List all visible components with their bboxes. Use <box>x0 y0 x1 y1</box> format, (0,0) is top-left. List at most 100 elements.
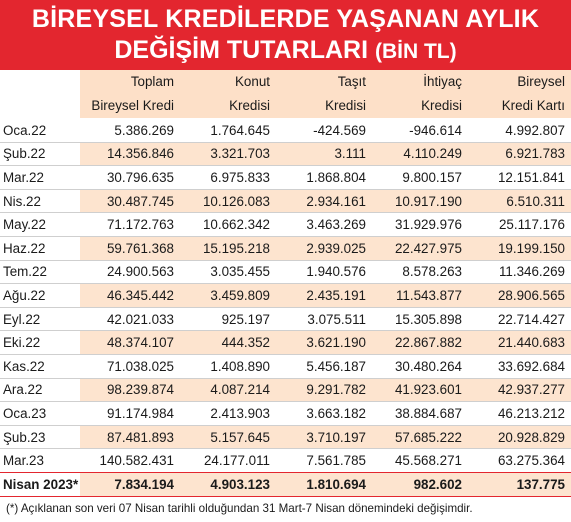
row-label: Oca.22 <box>0 118 80 143</box>
table-cell: 21.440.683 <box>468 330 571 355</box>
row-label: Nis.22 <box>0 188 80 213</box>
table-cell: 46.213.212 <box>468 401 571 426</box>
table-cell: 982.602 <box>372 471 468 497</box>
title-main: DEĞİŞİM TUTARLARI <box>114 36 369 64</box>
table-row: Eyl.22 42.021.033 925.197 3.075.511 15.305.8… <box>0 306 571 331</box>
table-cell: 31.929.976 <box>372 212 468 237</box>
table-cell: -424.569 <box>276 118 372 143</box>
table-cell: 91.174.984 <box>80 401 180 426</box>
table-cell: 57.685.222 <box>372 424 468 449</box>
table-cell: 5.157.645 <box>180 424 276 449</box>
row-label: Haz.22 <box>0 235 80 261</box>
table-row: May.22 71.172.763 10.662.342 3.463.269 31.92… <box>0 212 571 237</box>
header-card-2: Kredi Kartı <box>468 94 571 119</box>
table-cell: 3.075.511 <box>276 306 372 331</box>
header-vehicle-1: Taşıt <box>276 70 372 94</box>
table-cell: 42.021.033 <box>80 306 180 331</box>
table-cell: 4.087.214 <box>180 377 276 402</box>
table-cell: 4.110.249 <box>372 141 468 166</box>
table-row: Nis.22 30.487.745 10.126.083 2.934.161 10.91… <box>0 188 571 213</box>
table-row: Ara.22 98.239.874 4.087.214 9.291.782 41.923… <box>0 377 571 402</box>
table-cell: 87.481.893 <box>80 424 180 449</box>
table-cell: 10.126.083 <box>180 188 276 213</box>
table-cell: 98.239.874 <box>80 377 180 402</box>
table-cell: 46.345.442 <box>80 283 180 308</box>
header-blank <box>0 70 80 94</box>
table-cell: 22.427.975 <box>372 235 468 261</box>
title-line-2: DEĞİŞİM TUTARLARI (BİN TL) <box>0 35 571 67</box>
table-cell: 42.937.277 <box>468 377 571 402</box>
row-label: Mar.23 <box>0 448 80 473</box>
table-cell: 20.928.829 <box>468 424 571 449</box>
table-cell: 2.934.161 <box>276 188 372 213</box>
table-cell: 41.923.601 <box>372 377 468 402</box>
table-cell: 7.834.194 <box>80 471 180 497</box>
header-total-1: Toplam <box>80 70 180 94</box>
table-cell: 444.352 <box>180 330 276 355</box>
row-label: Mar.22 <box>0 165 80 190</box>
table-row: Mar.22 30.796.635 6.975.833 1.868.804 9.800.… <box>0 165 571 190</box>
header-housing-2: Kredisi <box>180 94 276 119</box>
table-cell: 925.197 <box>180 306 276 331</box>
table-cell: 30.480.264 <box>372 353 468 379</box>
row-label: Şub.23 <box>0 424 80 449</box>
table-cell: 4.903.123 <box>180 471 276 497</box>
header-total-2: Bireysel Kredi <box>80 94 180 119</box>
table-cell: 3.321.703 <box>180 141 276 166</box>
table-cell: 4.992.807 <box>468 118 571 143</box>
table-cell: 3.111 <box>276 141 372 166</box>
table-cell: 11.346.269 <box>468 259 571 284</box>
table-row: Oca.22 5.386.269 1.764.645 -424.569 -946.614… <box>0 118 571 143</box>
table-cell: 24.900.563 <box>80 259 180 284</box>
table-row: Nisan 2023* 7.834.194 4.903.123 1.810.694 98… <box>0 471 571 497</box>
table-cell: 14.356.846 <box>80 141 180 166</box>
table-cell: 10.662.342 <box>180 212 276 237</box>
table-row: Şub.22 14.356.846 3.321.703 3.111 4.110.249 6… <box>0 141 571 166</box>
table-cell: 7.561.785 <box>276 448 372 473</box>
table-cell: 6.510.311 <box>468 188 571 213</box>
table-cell: 1.408.890 <box>180 353 276 379</box>
table-cell: 3.663.182 <box>276 401 372 426</box>
row-label: Tem.22 <box>0 259 80 284</box>
table-cell: 3.710.197 <box>276 424 372 449</box>
row-label: Kas.22 <box>0 353 80 379</box>
table-cell: 71.038.025 <box>80 353 180 379</box>
table-cell: 1.940.576 <box>276 259 372 284</box>
table-cell: 2.413.903 <box>180 401 276 426</box>
table-cell: 19.199.150 <box>468 235 571 261</box>
table-cell: 33.692.684 <box>468 353 571 379</box>
table-cell: 45.568.271 <box>372 448 468 473</box>
page-title: BİREYSEL KREDİLERDE YAŞANAN AYLIK DEĞİŞİ… <box>0 0 571 70</box>
header-row-1: Toplam Konut Taşıt İhtiyaç Bireysel <box>0 70 571 94</box>
table-cell: 11.543.877 <box>372 283 468 308</box>
table-cell: 30.487.745 <box>80 188 180 213</box>
row-label: Şub.22 <box>0 141 80 166</box>
table-cell: 59.761.368 <box>80 235 180 261</box>
table-cell: 2.435.191 <box>276 283 372 308</box>
row-label: Oca.23 <box>0 401 80 426</box>
title-unit: (BİN TL) <box>374 40 457 63</box>
table-cell: 5.456.187 <box>276 353 372 379</box>
table-cell: 71.172.763 <box>80 212 180 237</box>
credit-table: Toplam Konut Taşıt İhtiyaç Bireysel Bire… <box>0 70 571 497</box>
table-cell: 22.714.427 <box>468 306 571 331</box>
row-label: Eyl.22 <box>0 306 80 331</box>
row-label: May.22 <box>0 212 80 237</box>
table-cell: 38.884.687 <box>372 401 468 426</box>
table-cell: 8.578.263 <box>372 259 468 284</box>
table-body: Oca.22 5.386.269 1.764.645 -424.569 -946.614… <box>0 118 571 497</box>
table-row: Mar.23 140.582.431 24.177.011 7.561.785 45.5… <box>0 448 571 473</box>
table-row: Tem.22 24.900.563 3.035.455 1.940.576 8.578.… <box>0 259 571 284</box>
header-blank <box>0 94 80 119</box>
table-row: Haz.22 59.761.368 15.195.218 2.939.025 22.42… <box>0 235 571 261</box>
table-cell: 12.151.841 <box>468 165 571 190</box>
table-cell: 28.906.565 <box>468 283 571 308</box>
table-cell: 3.459.809 <box>180 283 276 308</box>
table-cell: 3.035.455 <box>180 259 276 284</box>
table-cell: 15.195.218 <box>180 235 276 261</box>
table-cell: 22.867.882 <box>372 330 468 355</box>
row-label: Nisan 2023* <box>0 471 80 497</box>
header-housing-1: Konut <box>180 70 276 94</box>
table-cell: 15.305.898 <box>372 306 468 331</box>
table-row: Kas.22 71.038.025 1.408.890 5.456.187 30.480… <box>0 353 571 379</box>
